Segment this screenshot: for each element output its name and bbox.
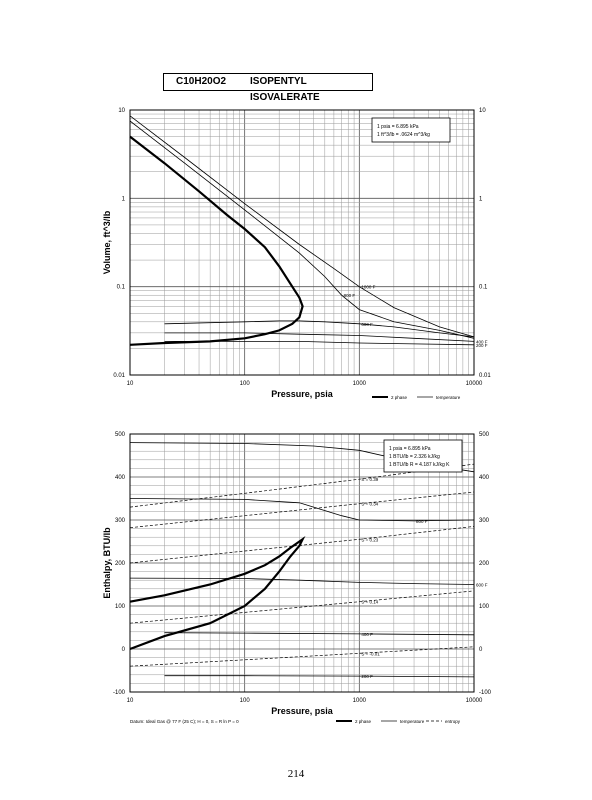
series-label: 600 F (361, 322, 373, 327)
series-label: S = -0.01 (361, 651, 380, 656)
y-tick-label-right: 300 (479, 518, 490, 524)
series-line (129, 135, 304, 346)
legend-label: 2 phase (355, 719, 372, 724)
series-line (129, 577, 475, 585)
series-label: S = 0.39 (361, 477, 378, 482)
x-tick-label: 10 (127, 698, 134, 704)
y-axis-label: Enthalpy, BTU/lb (102, 527, 112, 599)
y-tick-label-right: -100 (479, 690, 492, 696)
x-tick-label: 1000 (353, 381, 367, 387)
y-tick-label: 10 (118, 108, 125, 114)
legend-label: entropy (445, 719, 461, 724)
y-tick-label-right: 400 (479, 475, 490, 481)
volume-chart: 10 100 1000 10000 0.01 0.01 0.1 0.1 1 1 10 10 Pressu… (102, 108, 491, 400)
conversion-box (383, 439, 463, 473)
y-tick-label-right: 0.1 (479, 285, 488, 291)
series-line (129, 646, 475, 667)
conversion-text: 1 psia = 6.895 kPa (377, 124, 419, 130)
x-tick-label: 10000 (466, 698, 483, 704)
y-tick-label: 1 (122, 196, 126, 202)
y-tick-label: 300 (115, 518, 126, 524)
series-line (129, 536, 306, 651)
compound-formula: C10H20O2 (176, 76, 227, 87)
series-label: S = 0.34 (361, 502, 378, 507)
legend-label: temperature (436, 395, 461, 400)
x-tick-label: 100 (240, 698, 251, 704)
legend-label: temperature (400, 719, 425, 724)
y-tick-label: 0.01 (113, 373, 125, 379)
y-tick-label: 400 (115, 475, 126, 481)
x-axis-label: Pressure, psia (271, 706, 334, 716)
chart-title-box: C10H20O2 ISOPENTYL ISOVALERATE (163, 73, 373, 103)
series-line (129, 115, 475, 338)
series-line (164, 332, 475, 342)
series-line (164, 675, 475, 678)
enthalpy-chart: 10 100 1000 10000 -100 -100 0 0 100 100 200 200 300 3… (102, 432, 492, 724)
series-label: 200 F (361, 674, 373, 679)
series-line (164, 320, 475, 338)
conversion-text: 1 BTU/lb R = 4.187 kJ/kg K (389, 462, 450, 468)
conversion-box (371, 117, 451, 143)
x-tick-label: 1000 (353, 698, 367, 704)
conversion-text: 1 ft^3/lb = .0624 m^3/kg (377, 132, 430, 138)
legend-label: 2 phase (391, 395, 408, 400)
y-tick-label: -100 (113, 690, 126, 696)
compound-name: ISOPENTYL ISOVALERATE (250, 76, 320, 103)
y-tick-label: 0.1 (117, 285, 126, 291)
series-label: 800 F (416, 519, 428, 524)
y-tick-label-right: 1 (479, 196, 483, 202)
series-label: 400 F (361, 632, 373, 637)
x-axis-label: Pressure, psia (271, 389, 334, 399)
x-tick-label: 10000 (466, 381, 483, 387)
series-line (129, 463, 475, 508)
series-label: 800 F (344, 293, 356, 298)
y-tick-label-right: 10 (479, 108, 486, 114)
plot-frame (129, 109, 475, 376)
series-line (129, 526, 475, 564)
series-label: S = 0.23 (361, 537, 378, 542)
y-tick-label: 500 (115, 432, 126, 438)
series-label: 1000 F (361, 285, 375, 290)
y-tick-label-right: 500 (479, 432, 490, 438)
y-tick-label-right: 100 (479, 604, 490, 610)
series-line (129, 590, 475, 624)
y-tick-label-right: 0.01 (479, 373, 491, 379)
series-line (164, 340, 475, 346)
conversion-text: 1 psia = 6.895 kPa (389, 446, 431, 452)
y-tick-label: 0 (122, 647, 126, 653)
x-tick-label: 10 (127, 381, 134, 387)
y-tick-label-right: 200 (479, 561, 490, 567)
series-label: 400 F (476, 339, 488, 344)
y-tick-label: 100 (115, 604, 126, 610)
x-tick-label: 100 (240, 381, 251, 387)
conversion-text: 1 BTU/lb = 2.326 kJ/kg (389, 454, 440, 460)
datum-note: Datum: Ideal Gas @ 77 F (25 C); H = 0, S… (130, 719, 239, 724)
series-label: 600 F (476, 583, 488, 588)
series-label: S = 0.14 (361, 600, 378, 605)
y-axis-label: Volume, ft^3/lb (102, 210, 112, 274)
series-label: 200 F (476, 343, 488, 348)
series-line (129, 120, 475, 339)
series-line (129, 491, 475, 529)
series-line (164, 632, 475, 636)
y-tick-label-right: 0 (479, 647, 483, 653)
y-tick-label: 200 (115, 561, 126, 567)
series-line (129, 498, 475, 522)
page-number: 214 (287, 768, 305, 780)
